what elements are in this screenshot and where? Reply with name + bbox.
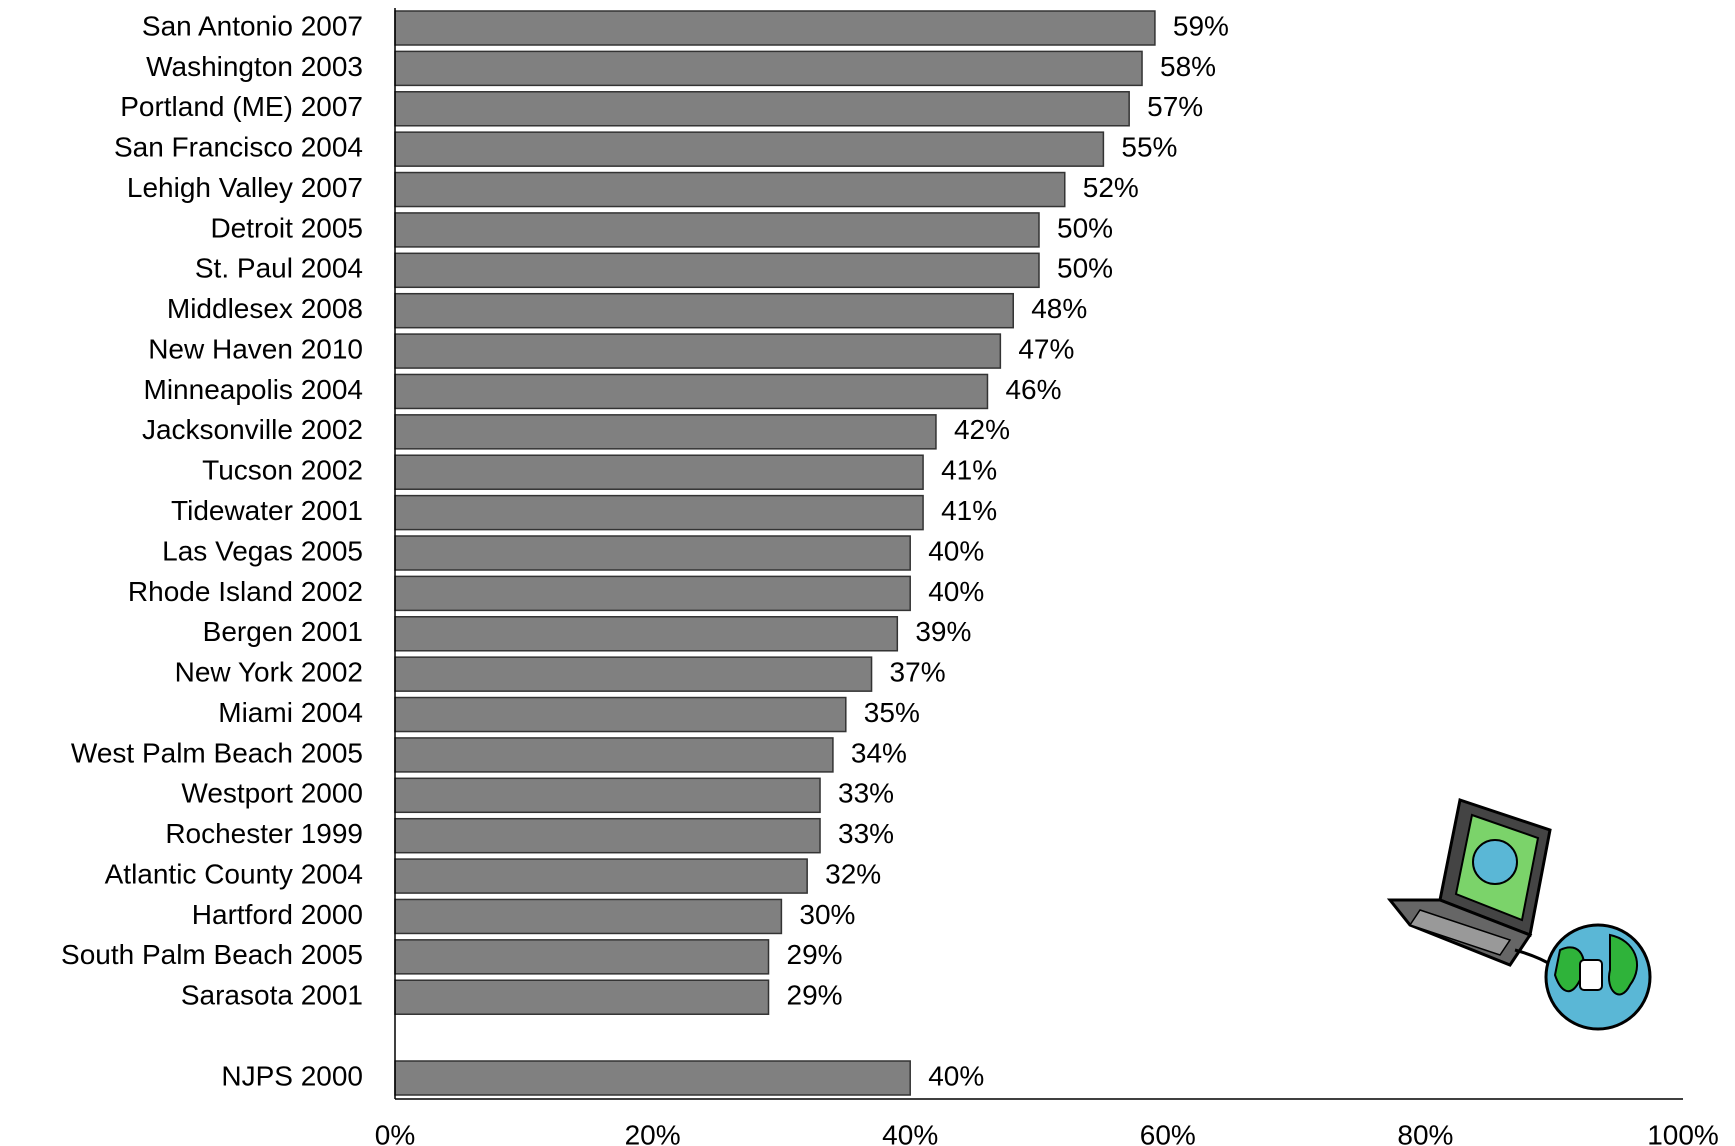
y-tick-label: New York 2002: [175, 657, 363, 688]
bar: [394, 171, 1066, 208]
value-label: 34%: [851, 737, 907, 768]
value-label: 50%: [1057, 253, 1113, 284]
bar: [394, 737, 834, 773]
bar: [394, 696, 847, 733]
bar: [394, 333, 1002, 369]
value-label: 35%: [864, 697, 920, 728]
y-tick-label: San Francisco 2004: [114, 132, 363, 163]
x-tick-label: 100%: [1647, 1119, 1719, 1146]
value-label: 29%: [787, 980, 843, 1011]
y-tick-label: Sarasota 2001: [181, 980, 363, 1011]
y-tick-label: South Palm Beach 2005: [61, 939, 363, 970]
bar: [394, 817, 821, 854]
y-tick-label: New Haven 2010: [148, 333, 363, 364]
x-tick-label: 0%: [375, 1119, 415, 1146]
bar: [394, 454, 924, 490]
y-tick-label: Rochester 1999: [165, 818, 363, 849]
y-tick-label: West Palm Beach 2005: [71, 737, 363, 768]
value-label: 39%: [915, 616, 971, 647]
y-tick-label: Middlesex 2008: [167, 293, 363, 324]
bar: [394, 777, 821, 814]
bar: [394, 1060, 911, 1096]
y-tick-label: Hartford 2000: [192, 899, 363, 930]
bar: [394, 939, 770, 975]
bar: [394, 373, 989, 410]
value-label: 40%: [928, 1060, 984, 1091]
y-tick-label: Detroit 2005: [210, 212, 363, 243]
y-tick-label: Jacksonville 2002: [142, 414, 363, 445]
y-tick-label: Tidewater 2001: [171, 495, 363, 526]
y-tick-label: Rhode Island 2002: [128, 576, 363, 607]
bar: [394, 10, 1156, 46]
y-tick-label: Washington 2003: [146, 51, 363, 82]
value-label: 47%: [1018, 333, 1074, 364]
x-tick-label: 40%: [882, 1119, 938, 1146]
y-tick-label: Lehigh Valley 2007: [127, 172, 363, 203]
bar: [394, 131, 1105, 167]
value-label: 30%: [799, 899, 855, 930]
bar: [394, 535, 911, 571]
y-tick-label: Miami 2004: [218, 697, 363, 728]
value-label: 33%: [838, 778, 894, 809]
value-label: 59%: [1173, 10, 1229, 41]
bar: [394, 656, 873, 692]
y-tick-label: Atlantic County 2004: [105, 858, 363, 889]
bar: [394, 252, 1040, 289]
bar: [394, 616, 899, 652]
y-tick-label: San Antonio 2007: [142, 10, 363, 41]
y-tick-label: NJPS 2000: [221, 1060, 363, 1091]
y-tick-label: Bergen 2001: [203, 616, 363, 647]
value-label: 46%: [1005, 374, 1061, 405]
value-label: 32%: [825, 858, 881, 889]
bar: [394, 858, 808, 894]
value-label: 33%: [838, 818, 894, 849]
y-tick-label: Portland (ME) 2007: [120, 91, 363, 122]
bar: [394, 414, 937, 450]
bar: [394, 212, 1040, 248]
x-tick-label: 80%: [1397, 1119, 1453, 1146]
y-tick-label: St. Paul 2004: [195, 253, 363, 284]
value-label: 29%: [787, 939, 843, 970]
value-label: 41%: [941, 495, 997, 526]
bar: [394, 898, 783, 935]
y-tick-label: Minneapolis 2004: [144, 374, 364, 405]
value-label: 58%: [1160, 51, 1216, 82]
value-label: 50%: [1057, 212, 1113, 243]
value-label: 37%: [890, 657, 946, 688]
value-label: 40%: [928, 576, 984, 607]
x-tick-label: 60%: [1140, 1119, 1196, 1146]
y-tick-label: Westport 2000: [181, 778, 363, 809]
value-label: 55%: [1121, 132, 1177, 163]
bar: [394, 292, 1014, 329]
bar: [394, 979, 770, 1015]
y-tick-label: Tucson 2002: [202, 455, 363, 486]
laptop-clipart: [1386, 798, 1652, 1031]
bar: [394, 575, 911, 612]
bar: [394, 91, 1130, 127]
value-label: 40%: [928, 535, 984, 566]
bar: [394, 494, 924, 531]
value-label: 52%: [1083, 172, 1139, 203]
value-label: 42%: [954, 414, 1010, 445]
x-tick-label: 20%: [625, 1119, 681, 1146]
y-tick-label: Las Vegas 2005: [162, 535, 363, 566]
value-label: 57%: [1147, 91, 1203, 122]
bar: [394, 50, 1143, 87]
value-label: 41%: [941, 455, 997, 486]
value-label: 48%: [1031, 293, 1087, 324]
